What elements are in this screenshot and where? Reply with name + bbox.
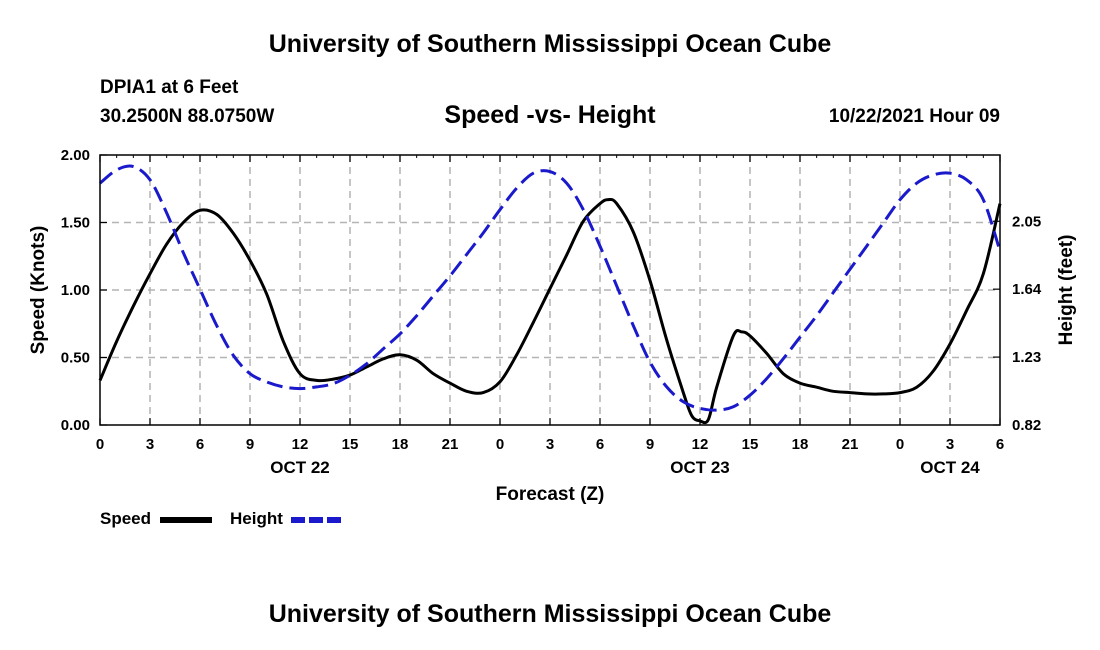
label-layer: 0 3 6 9 12 15 18 21 0 3 6 9 12 15 18 21 0 3 6 OCT 22 OCT 23 O… bbox=[61, 147, 1042, 477]
x-axis-title: Forecast (Z) bbox=[496, 484, 605, 505]
x-tick-label: 3 bbox=[546, 436, 554, 453]
y-tick-label: 1.50 bbox=[61, 215, 90, 232]
x-tick-label: 21 bbox=[842, 436, 859, 453]
tick-layer bbox=[99, 154, 1001, 426]
y-tick-label: 0.50 bbox=[61, 350, 90, 367]
x-day-label: OCT 24 bbox=[920, 458, 980, 477]
y2-tick-label: 2.05 bbox=[1012, 213, 1041, 230]
y2-tick-label: 1.23 bbox=[1012, 349, 1041, 366]
legend-height-label: Height bbox=[230, 509, 283, 528]
y-tick-label: 1.00 bbox=[61, 282, 90, 299]
chart-main-title: University of Southern Mississippi Ocean… bbox=[268, 30, 832, 58]
x-tick-label: 9 bbox=[246, 436, 254, 453]
x-tick-label: 6 bbox=[996, 436, 1004, 453]
series-layer bbox=[98, 164, 1002, 425]
y-tick-label: 2.00 bbox=[61, 147, 90, 164]
x-tick-label: 15 bbox=[342, 436, 359, 453]
y-axis-title: Speed (Knots) bbox=[28, 226, 49, 355]
height-series-line bbox=[99, 164, 1002, 412]
x-day-label: OCT 22 bbox=[270, 458, 330, 477]
speed-series-line bbox=[98, 197, 1002, 425]
y2-axis-title: Height (feet) bbox=[1056, 235, 1077, 346]
x-tick-label: 0 bbox=[896, 436, 904, 453]
x-tick-label: 6 bbox=[596, 436, 604, 453]
x-tick-label: 3 bbox=[946, 436, 954, 453]
legend-speed-label: Speed bbox=[100, 509, 152, 528]
x-tick-label: 0 bbox=[96, 436, 104, 453]
x-tick-label: 21 bbox=[442, 436, 459, 453]
station-coords: 30.2500N 88.0750W bbox=[100, 106, 275, 127]
x-tick-label: 18 bbox=[792, 436, 809, 453]
x-tick-label: 18 bbox=[392, 436, 409, 453]
y-tick-label: 0.00 bbox=[61, 417, 90, 434]
footer-title: University of Southern Mississippi Ocean… bbox=[268, 600, 832, 628]
chart-subtitle: Speed -vs- Height bbox=[444, 101, 656, 129]
forecast-datetime: 10/22/2021 Hour 09 bbox=[828, 106, 1000, 127]
x-tick-label: 9 bbox=[646, 436, 654, 453]
x-tick-label: 3 bbox=[146, 436, 154, 453]
x-tick-label: 12 bbox=[692, 436, 709, 453]
x-tick-label: 6 bbox=[196, 436, 204, 453]
x-tick-label: 0 bbox=[496, 436, 504, 453]
y2-tick-label: 0.82 bbox=[1012, 417, 1041, 434]
x-tick-label: 12 bbox=[292, 436, 309, 453]
station-label: DPIA1 at 6 Feet bbox=[100, 77, 239, 98]
x-day-label: OCT 23 bbox=[670, 458, 730, 477]
x-tick-label: 15 bbox=[742, 436, 759, 453]
y2-tick-label: 1.64 bbox=[1012, 281, 1042, 298]
